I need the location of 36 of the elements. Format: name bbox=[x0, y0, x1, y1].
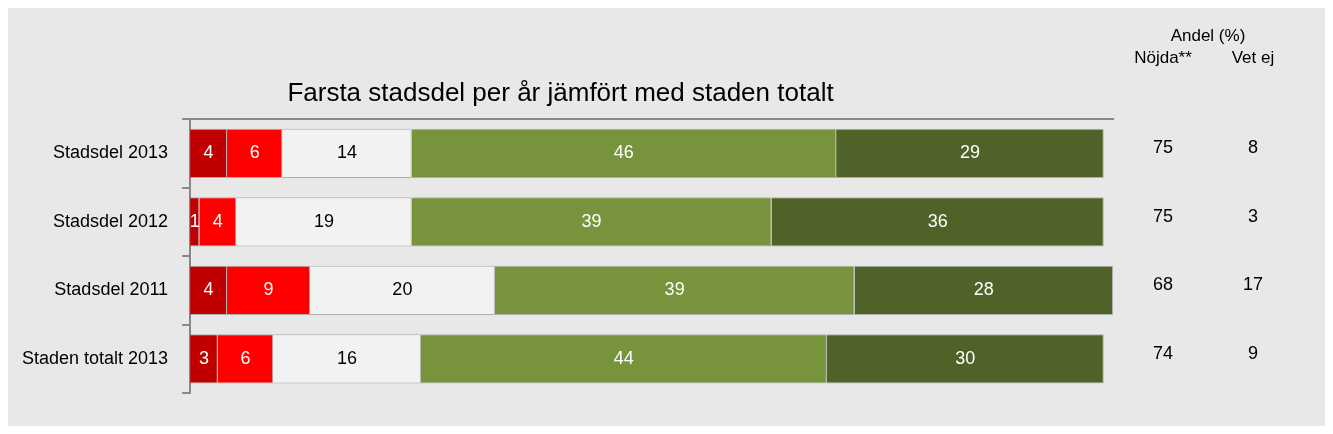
y-tick-label: Staden totalt 2013 bbox=[21, 347, 169, 368]
data-label: 46 bbox=[613, 142, 634, 163]
y-tick-label: Stadsdel 2012 bbox=[53, 210, 169, 231]
data-label: 29 bbox=[959, 142, 980, 163]
data-label: 14 bbox=[336, 142, 358, 163]
data-label: 1 bbox=[189, 210, 200, 231]
text: 75 bbox=[1152, 205, 1174, 227]
data-label: 44 bbox=[613, 347, 634, 368]
data-label: 36 bbox=[927, 210, 948, 231]
text: 75 bbox=[1152, 137, 1174, 159]
data-label: 6 bbox=[249, 142, 260, 163]
data-label: 30 bbox=[955, 347, 976, 368]
data-label: 4 bbox=[212, 210, 223, 231]
text: 68 bbox=[1152, 274, 1174, 296]
text: 8 bbox=[1247, 137, 1259, 159]
text: 9 bbox=[1247, 342, 1259, 364]
data-label: 39 bbox=[664, 279, 685, 300]
text: Vet ej bbox=[1230, 48, 1276, 68]
data-label: 19 bbox=[313, 210, 334, 231]
data-label: 9 bbox=[263, 279, 274, 300]
data-label: 4 bbox=[203, 279, 214, 300]
data-label: 20 bbox=[392, 279, 413, 300]
chart-title: Farsta stadsdel per år jämfört med staden totalt bbox=[287, 76, 835, 107]
y-tick-label: Stadsdel 2013 bbox=[53, 142, 169, 163]
text: Andel (%) bbox=[1169, 26, 1247, 46]
y-tick-label: Stadsdel 2011 bbox=[54, 279, 169, 300]
data-label: 39 bbox=[581, 210, 602, 231]
text: Nöjda** bbox=[1133, 48, 1193, 68]
data-label: 6 bbox=[240, 347, 251, 368]
data-label: 28 bbox=[973, 279, 994, 300]
text: 17 bbox=[1242, 274, 1264, 296]
data-label: 16 bbox=[336, 347, 358, 368]
text: 74 bbox=[1152, 342, 1174, 364]
data-label: 4 bbox=[203, 142, 214, 163]
data-label: 3 bbox=[198, 347, 209, 368]
text: 3 bbox=[1247, 205, 1259, 227]
